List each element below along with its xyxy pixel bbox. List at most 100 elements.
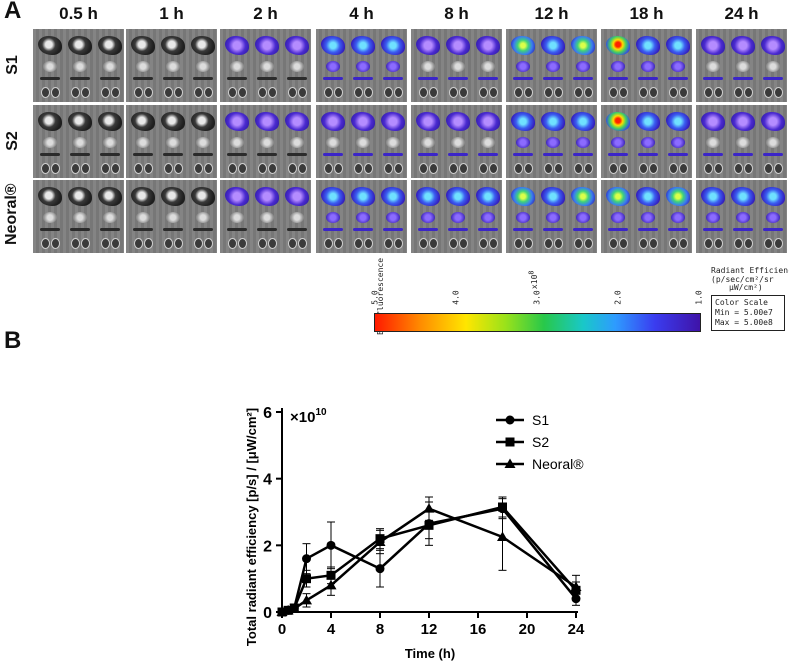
organ-image bbox=[103, 137, 117, 148]
kidney-image bbox=[164, 87, 173, 98]
kidney-image bbox=[459, 87, 468, 98]
y-tick-label: 0 bbox=[263, 605, 272, 622]
colorbar-gradient bbox=[374, 313, 701, 332]
organ-image bbox=[260, 212, 274, 223]
intestine-image bbox=[763, 77, 783, 80]
liver-image bbox=[68, 112, 92, 131]
organ-image-tile bbox=[411, 105, 502, 178]
kidney-image bbox=[268, 163, 277, 174]
organ-image bbox=[290, 212, 304, 223]
kidney-image bbox=[714, 163, 723, 174]
intestine-image bbox=[227, 77, 247, 80]
organ-image bbox=[671, 212, 685, 223]
kidney-image bbox=[51, 163, 60, 174]
organ-image bbox=[576, 61, 590, 72]
kidney-image bbox=[544, 87, 553, 98]
organ-image-tile bbox=[601, 105, 692, 178]
colorbar-units-line2: µW/cm²) bbox=[729, 283, 763, 292]
intestine-image bbox=[163, 77, 183, 80]
intestine-image bbox=[227, 153, 247, 156]
organ-image bbox=[73, 61, 87, 72]
liver-image bbox=[225, 187, 249, 206]
intestine-image bbox=[163, 228, 183, 231]
organ-image bbox=[736, 212, 750, 223]
kidney-image bbox=[101, 163, 110, 174]
organ-image-tile bbox=[220, 105, 311, 178]
liver-image bbox=[191, 112, 215, 131]
liver-image bbox=[68, 36, 92, 55]
kidney-image bbox=[364, 87, 373, 98]
organ-image bbox=[136, 212, 150, 223]
organ-image bbox=[546, 61, 560, 72]
kidney-image bbox=[174, 238, 183, 249]
data-point bbox=[301, 594, 312, 605]
intestine-image bbox=[573, 153, 593, 156]
organ-image-tile bbox=[696, 105, 787, 178]
intestine-image bbox=[638, 228, 658, 231]
liver-image bbox=[161, 187, 185, 206]
intestine-image bbox=[227, 228, 247, 231]
intestine-image bbox=[163, 153, 183, 156]
organ-image bbox=[230, 61, 244, 72]
kidney-image bbox=[744, 163, 753, 174]
kidney-image bbox=[288, 87, 297, 98]
kidney-image bbox=[744, 238, 753, 249]
liver-image bbox=[511, 187, 535, 206]
organ-image bbox=[611, 137, 625, 148]
liver-image bbox=[476, 112, 500, 131]
intestine-image bbox=[418, 77, 438, 80]
kidney-image bbox=[354, 163, 363, 174]
organ-image bbox=[166, 212, 180, 223]
kidney-image bbox=[679, 87, 688, 98]
kidney-image bbox=[111, 238, 120, 249]
kidney-image bbox=[144, 238, 153, 249]
liver-image bbox=[321, 36, 345, 55]
chart-series bbox=[276, 496, 582, 617]
organ-image bbox=[43, 212, 57, 223]
kidney-image bbox=[774, 238, 783, 249]
organ-image bbox=[481, 61, 495, 72]
organ-image bbox=[290, 61, 304, 72]
intestine-image bbox=[733, 77, 753, 80]
intestine-image bbox=[608, 77, 628, 80]
organ-image bbox=[736, 61, 750, 72]
kidney-image bbox=[459, 238, 468, 249]
kidney-image bbox=[669, 87, 678, 98]
liver-image bbox=[285, 112, 309, 131]
organ-image bbox=[386, 212, 400, 223]
data-point bbox=[505, 437, 515, 447]
intestine-image bbox=[193, 153, 213, 156]
organ-image-tile bbox=[126, 180, 217, 253]
kidney-image bbox=[51, 87, 60, 98]
data-point bbox=[423, 503, 435, 513]
organ-image bbox=[196, 212, 210, 223]
liver-image bbox=[606, 112, 630, 131]
organ-image-tile bbox=[126, 29, 217, 102]
organ-image bbox=[766, 212, 780, 223]
legend-label: S2 bbox=[532, 434, 549, 450]
organ-image-tile bbox=[601, 180, 692, 253]
kidney-image bbox=[384, 87, 393, 98]
kidney-image bbox=[144, 163, 153, 174]
organ-image-tile bbox=[33, 105, 124, 178]
kidney-image bbox=[101, 87, 110, 98]
liver-image bbox=[731, 187, 755, 206]
kidney-image bbox=[419, 163, 428, 174]
kidney-image bbox=[584, 163, 593, 174]
kidney-image bbox=[194, 238, 203, 249]
organ-image-tile bbox=[411, 29, 502, 102]
organ-image bbox=[516, 212, 530, 223]
kidney-image bbox=[334, 87, 343, 98]
liver-image bbox=[511, 36, 535, 55]
kidney-image bbox=[238, 163, 247, 174]
kidney-image bbox=[649, 87, 658, 98]
liver-image bbox=[381, 112, 405, 131]
organ-image bbox=[196, 61, 210, 72]
kidney-image bbox=[364, 163, 373, 174]
intestine-image bbox=[703, 153, 723, 156]
organ-image bbox=[611, 61, 625, 72]
organ-image bbox=[103, 61, 117, 72]
intestine-image bbox=[40, 228, 60, 231]
liver-image bbox=[161, 112, 185, 131]
